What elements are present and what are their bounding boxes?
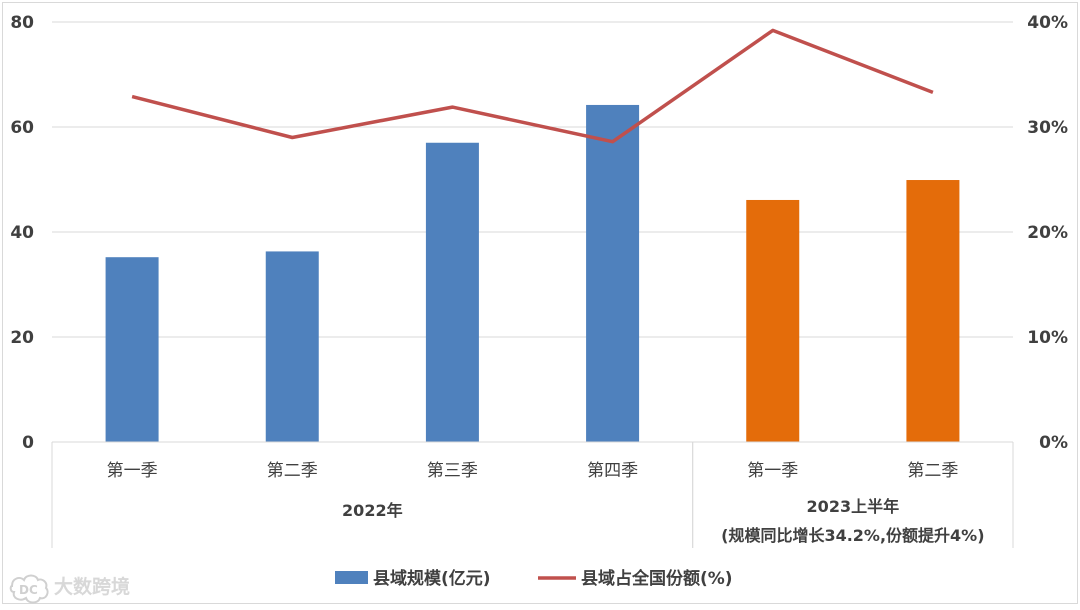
x-group-label: 2022年 — [342, 501, 403, 520]
x-category-label: 第一季 — [747, 461, 798, 481]
bar — [906, 180, 959, 442]
x-category-label: 第二季 — [907, 461, 958, 481]
bar — [586, 105, 639, 442]
bar — [746, 200, 799, 442]
legend-label-line: 县域占全国份额(%) — [581, 568, 733, 589]
legend-swatch-bar — [335, 571, 368, 584]
x-group-label: 2023上半年 — [807, 497, 900, 516]
y-right-tick-label: 20% — [1027, 223, 1068, 243]
x-category-label: 第三季 — [427, 461, 478, 481]
x-category-label: 第二季 — [267, 461, 318, 481]
y-right-tick-label: 0% — [1039, 433, 1068, 453]
y-right-tick-label: 40% — [1027, 13, 1068, 33]
y-right-tick-label: 30% — [1027, 118, 1068, 138]
y-right-tick-label: 10% — [1027, 328, 1068, 348]
bar — [106, 257, 159, 442]
y-left-tick-label: 0 — [22, 433, 34, 453]
bar — [426, 143, 479, 442]
y-left-tick-label: 80 — [10, 13, 34, 33]
y-left-tick-label: 40 — [10, 223, 34, 243]
y-left-tick-label: 20 — [10, 328, 34, 348]
svg-text:DC: DC — [19, 583, 38, 597]
x-category-label: 第一季 — [107, 461, 158, 481]
bar — [266, 251, 319, 442]
x-group-sublabel: (规模同比增长34.2%,份额提升4%) — [721, 526, 984, 545]
watermark-text: 大数跨境 — [54, 575, 130, 598]
y-left-tick-label: 60 — [10, 118, 34, 138]
legend-label-bar: 县域规模(亿元) — [373, 568, 491, 589]
x-category-label: 第四季 — [587, 461, 638, 481]
